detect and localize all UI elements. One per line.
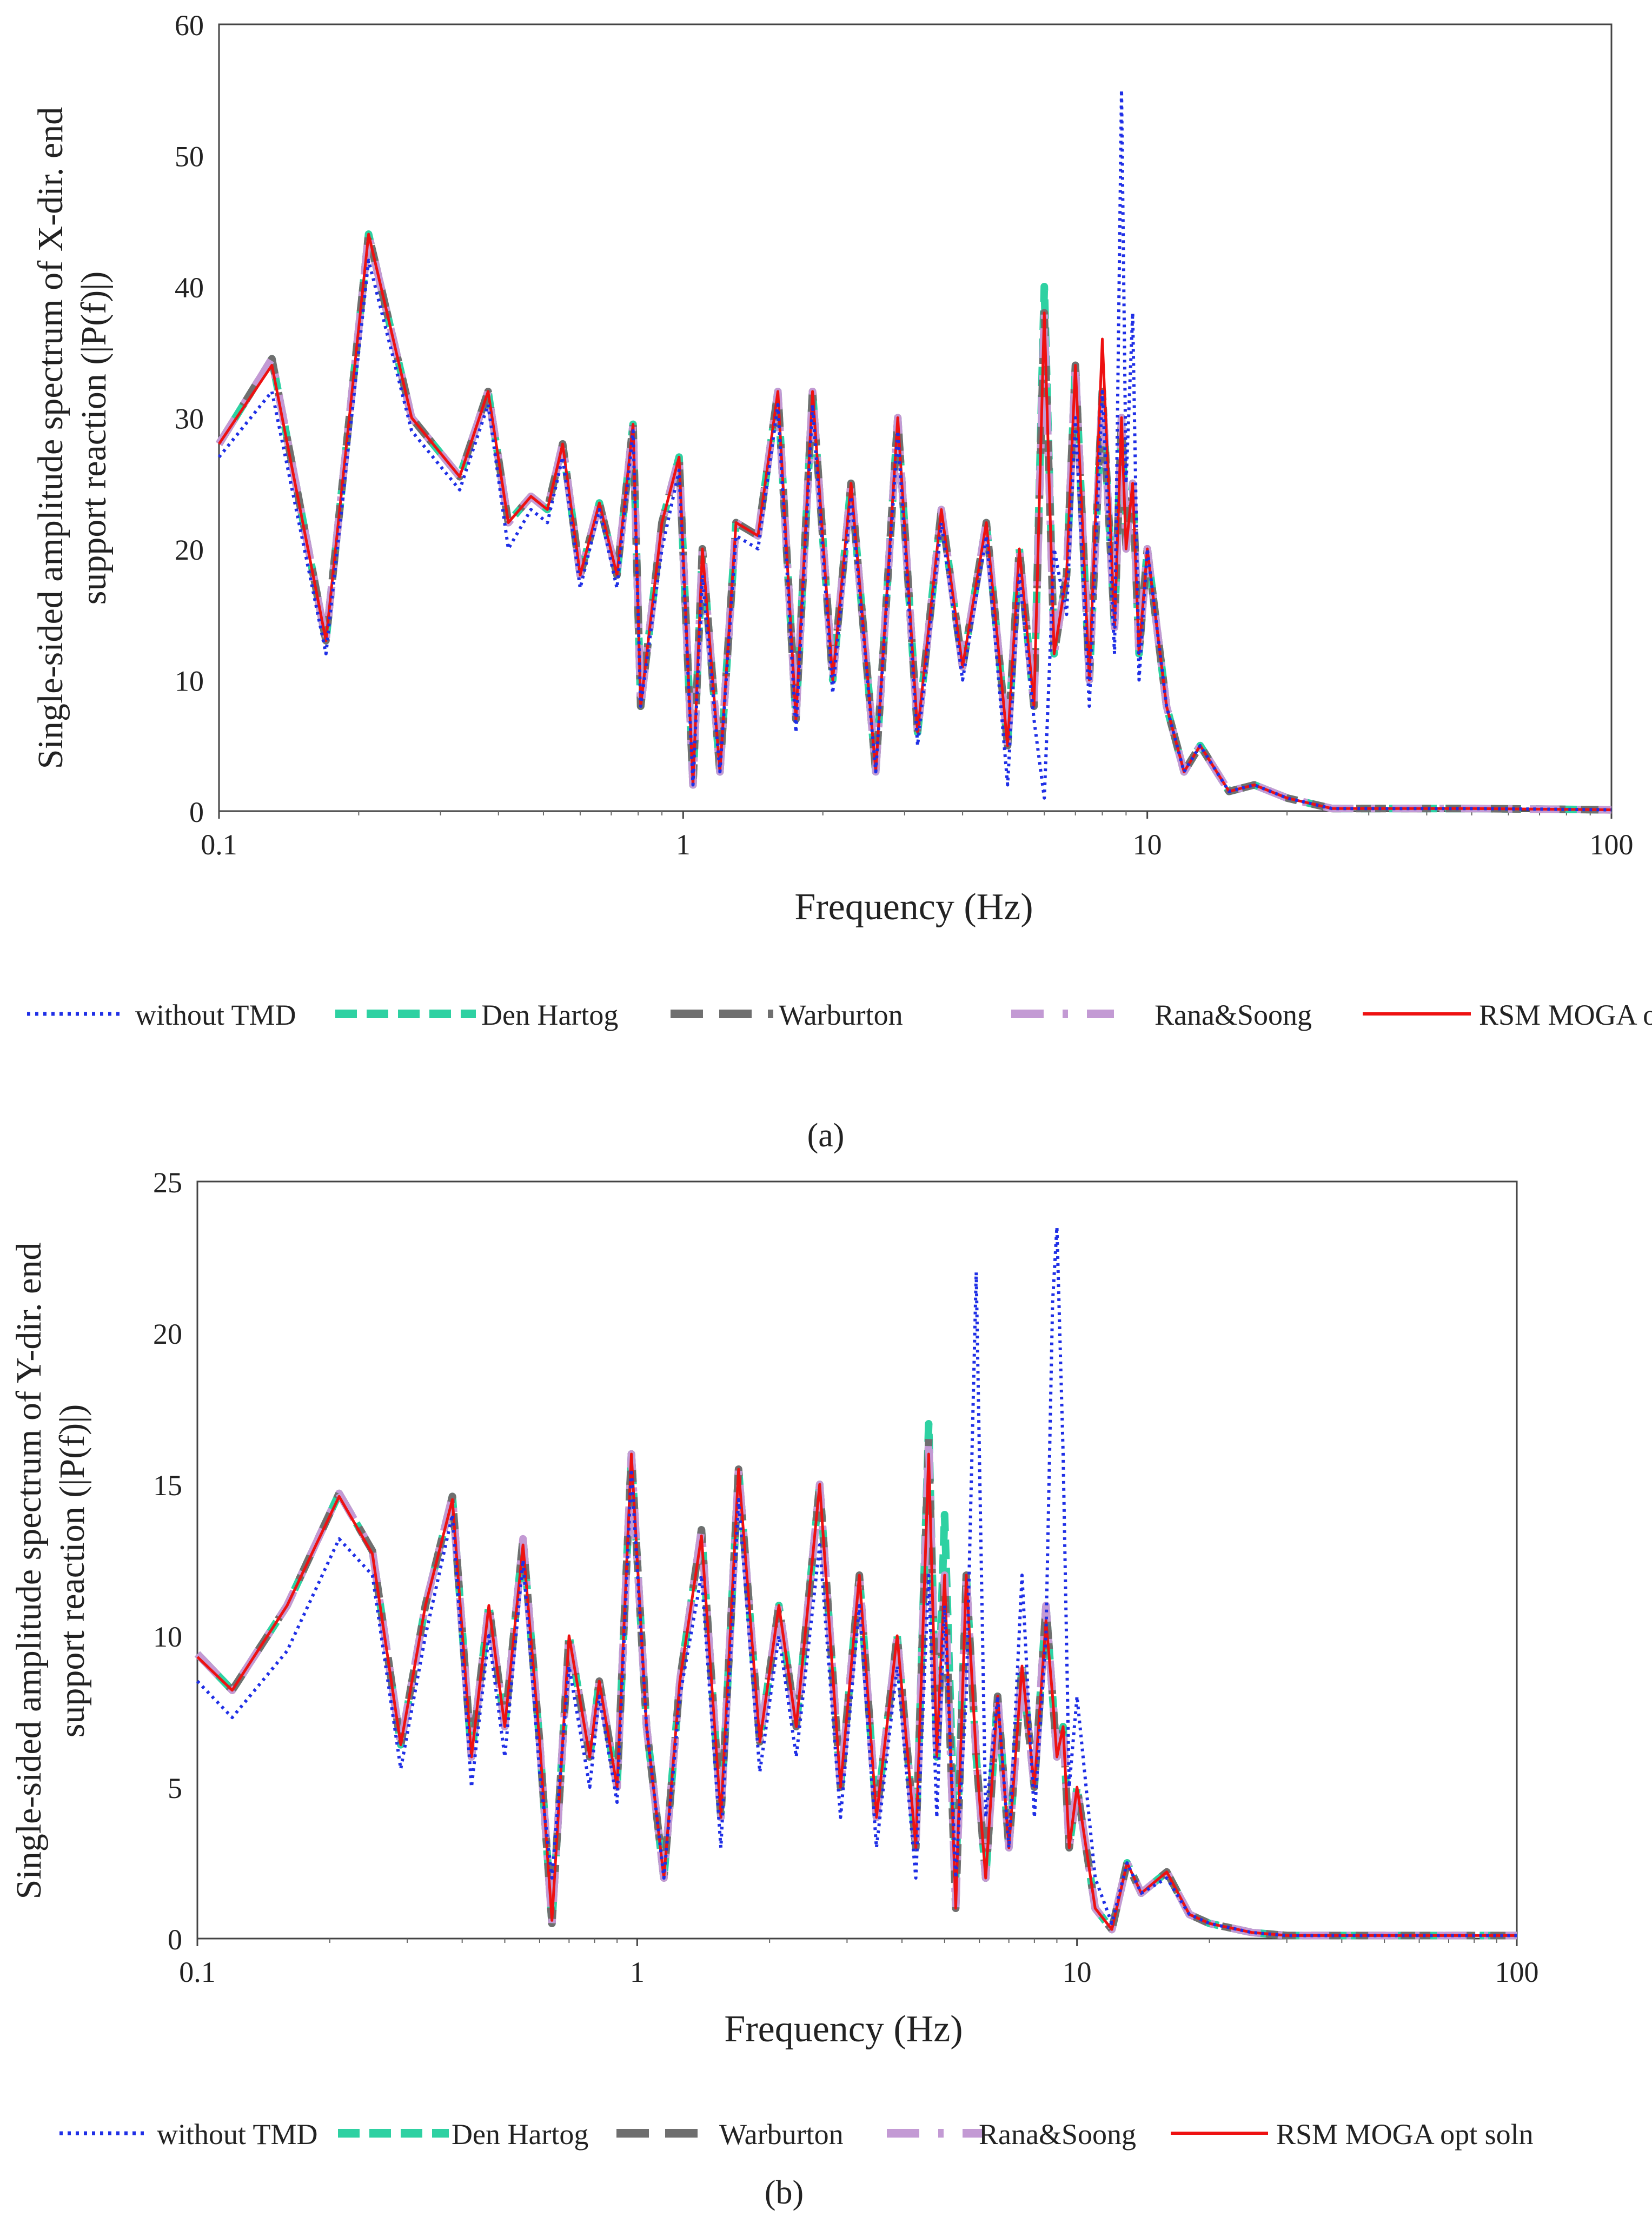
y-tick-label: 25 [153, 1166, 182, 1199]
x-tick-label: 0.1 [201, 828, 237, 861]
legend-label-rsm: RSM MOGA opt soln [1276, 2118, 1534, 2151]
legend-label-rsm: RSM MOGA opt soln [1479, 999, 1652, 1031]
series-group-b [194, 1225, 1517, 1940]
legend-b: without TMD Den Hartog Warburton Rana&So… [59, 2118, 1534, 2151]
y-axis-label-a-line1: Single-sided amplitude spectrum of X-dir… [31, 107, 70, 769]
y-ticks-a: 0 10 20 30 40 50 60 [175, 9, 204, 828]
x-tick-label: 100 [1590, 828, 1634, 861]
y-tick-label: 60 [175, 9, 204, 42]
x-tick-label: 0.1 [179, 1956, 216, 1988]
legend-label-den-hartog: Den Hartog [452, 2118, 588, 2151]
panel-b: 0 5 10 15 20 25 0.1 1 10 100 Frequency (Hz) Sing… [9, 1166, 1539, 2211]
x-ticks-a: 0.1 1 10 100 [201, 811, 1634, 861]
x-ticks-b: 0.1 1 10 100 [179, 1939, 1539, 1988]
legend-label-den-hartog: Den Hartog [481, 999, 618, 1031]
y-tick-label: 15 [153, 1469, 182, 1502]
y-tick-label: 5 [168, 1772, 182, 1804]
y-ticks-b: 0 5 10 15 20 25 [153, 1166, 182, 1956]
y-tick-label: 20 [175, 534, 204, 566]
x-axis-label-b: Frequency (Hz) [724, 2008, 963, 2050]
y-tick-label: 0 [168, 1923, 182, 1956]
y-tick-label: 10 [153, 1621, 182, 1653]
x-tick-label: 1 [676, 828, 691, 861]
y-tick-label: 20 [153, 1318, 182, 1350]
legend-label-without-tmd: without TMD [157, 2118, 318, 2151]
y-axis-label-b-line2: support reaction (|P(f)|) [52, 1404, 92, 1738]
series-line-rsm [196, 1452, 1517, 1937]
y-axis-label-b-line1: Single-sided amplitude spectrum of Y-dir… [9, 1243, 49, 1900]
panel-caption-b: (b) [765, 2174, 804, 2211]
y-tick-label: 40 [175, 271, 204, 304]
y-axis-label-a-line2: support reaction (|P(f)|) [74, 271, 114, 605]
panel-a: 0 10 20 30 40 50 60 0.1 1 10 100 Frequency (Hz) S… [27, 9, 1652, 1154]
x-tick-label: 10 [1063, 1956, 1092, 1988]
legend-label-rana-soong: Rana&Soong [979, 2118, 1136, 2151]
series-group-a [216, 88, 1612, 814]
series-line-without-tmd [196, 1225, 1517, 1937]
legend-label-without-tmd: without TMD [135, 999, 296, 1031]
series-line-without-tmd [217, 88, 1612, 812]
x-axis-label-a: Frequency (Hz) [794, 886, 1033, 928]
x-tick-label: 10 [1133, 828, 1162, 861]
x-tick-label: 1 [630, 1956, 645, 1988]
y-tick-label: 10 [175, 665, 204, 698]
x-tick-label: 100 [1495, 1956, 1539, 1988]
legend-label-warburton: Warburton [779, 999, 903, 1031]
panel-caption-a: (a) [807, 1117, 845, 1154]
legend-label-warburton: Warburton [719, 2118, 844, 2151]
y-tick-label: 0 [189, 796, 204, 828]
legend-a: without TMD Den Hartog Warburton Rana&So… [27, 999, 1652, 1031]
y-tick-label: 50 [175, 141, 204, 173]
y-tick-label: 30 [175, 403, 204, 435]
legend-label-rana-soong: Rana&Soong [1155, 999, 1312, 1031]
plot-area-b [196, 1180, 1518, 1940]
